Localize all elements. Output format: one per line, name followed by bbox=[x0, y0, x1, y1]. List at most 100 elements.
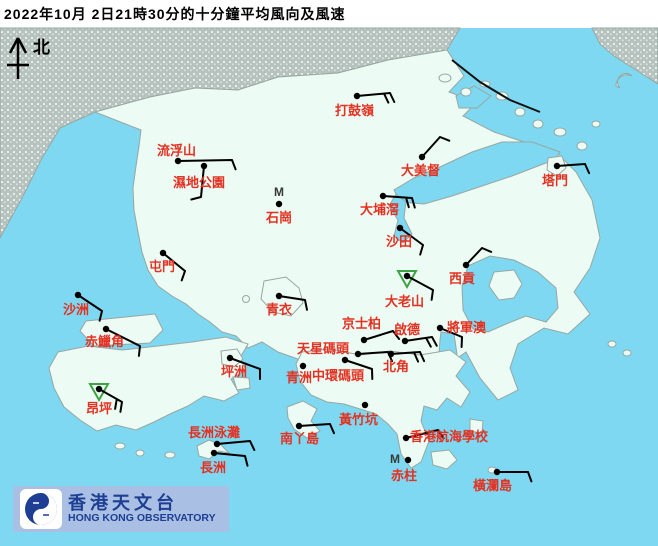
station-dot-stanley bbox=[404, 456, 412, 464]
station-green-island: 青洲 bbox=[286, 362, 312, 385]
station-dot-wetland-park bbox=[200, 162, 208, 170]
station-dot-waglan-island bbox=[493, 468, 501, 476]
station-tseung-kwan-o: 將軍澳 bbox=[436, 320, 487, 348]
station-dot-north-point bbox=[387, 350, 395, 358]
wind-barb-cheung-chau bbox=[213, 452, 249, 467]
station-label-waglan-island: 橫瀾島 bbox=[473, 478, 512, 493]
station-dot-ta-kwu-ling bbox=[353, 92, 361, 100]
station-label-wetland-park: 濕地公園 bbox=[173, 175, 225, 190]
station-cheung-chau-beach: 長洲泳灘 bbox=[188, 425, 256, 451]
station-label-tates-cairn: 大老山 bbox=[385, 294, 424, 309]
station-dot-lau-fau-shan bbox=[174, 157, 182, 165]
station-label-kai-tak: 啟德 bbox=[394, 322, 420, 337]
wind-barb-ngong-ping bbox=[98, 388, 123, 413]
station-peng-chau: 坪洲 bbox=[221, 354, 261, 380]
station-label-kings-park: 京士柏 bbox=[342, 316, 381, 331]
station-label-central-pier: 中環碼頭 bbox=[312, 368, 365, 383]
wind-barb-cheung-chau-beach bbox=[216, 440, 256, 451]
station-tai-po-kau: 大埔滘 bbox=[360, 192, 416, 217]
wind-barb-ta-kwu-ling bbox=[356, 92, 396, 104]
wind-barb-tseung-kwan-o bbox=[439, 327, 463, 348]
station-dot-wong-chuk-hang bbox=[361, 401, 369, 409]
kau-sai-chau-island bbox=[488, 269, 523, 301]
station-label-star-ferry: 天星碼頭 bbox=[297, 341, 350, 356]
wind-barb-peng-chau bbox=[229, 357, 261, 380]
wind-barb-sha-tin bbox=[399, 227, 424, 256]
hko-name-english: HONG KONG OBSERVATORY bbox=[68, 511, 216, 524]
lantau-island bbox=[48, 336, 249, 432]
wind-barb-lamma-island bbox=[298, 423, 335, 435]
hko-logo-icon bbox=[25, 493, 57, 525]
frontier-boundary-line bbox=[451, 59, 541, 113]
mirs-bay-islets bbox=[438, 73, 601, 151]
station-dot-shek-kong bbox=[275, 200, 283, 208]
wind-barb-kai-tak bbox=[404, 336, 438, 348]
wind-barb-central-pier bbox=[344, 359, 374, 380]
station-ngong-ping: 昂坪 bbox=[86, 383, 123, 416]
tung-lung-island bbox=[469, 418, 484, 434]
station-label-hk-sea-school: 香港航海學校 bbox=[409, 429, 489, 444]
wind-barb-waglan-island bbox=[496, 471, 533, 483]
station-hk-sea-school: 香港航海學校 bbox=[402, 429, 489, 444]
tung-ping-chau-island bbox=[615, 73, 633, 89]
station-dot-lamma-island bbox=[295, 422, 303, 430]
station-tsing-yi: 青衣 bbox=[266, 292, 308, 317]
wind-barb-wetland-park bbox=[190, 165, 205, 201]
station-lamma-island: 南丫島 bbox=[280, 422, 335, 446]
station-dot-sha-chau bbox=[74, 291, 82, 299]
station-dot-cheung-chau-beach bbox=[213, 440, 221, 448]
station-label-lau-fau-shan: 流浮山 bbox=[157, 143, 196, 158]
station-cheung-chau: 長洲 bbox=[200, 449, 249, 475]
station-dot-hk-sea-school bbox=[402, 434, 410, 442]
station-stanley: M 赤柱 bbox=[390, 452, 417, 483]
station-dot-tuen-mun bbox=[159, 249, 167, 257]
station-label-ta-kwu-ling: 打鼓嶺 bbox=[335, 103, 374, 118]
po-toi-island bbox=[430, 449, 458, 470]
station-dot-central-pier bbox=[341, 356, 349, 364]
missing-data-marker-stanley: M bbox=[390, 452, 400, 466]
station-label-sai-kung: 西貢 bbox=[449, 271, 475, 286]
station-dot-kai-tak bbox=[401, 337, 409, 345]
station-label-green-island: 青洲 bbox=[286, 370, 312, 385]
station-shek-kong: M 石崗 bbox=[265, 185, 292, 225]
wind-barb-lau-fau-shan bbox=[177, 159, 237, 171]
station-dot-star-ferry bbox=[354, 350, 362, 358]
station-lau-fau-shan: 流浮山 bbox=[157, 143, 237, 171]
wind-barb-north-point bbox=[390, 351, 426, 363]
station-label-shek-kong: 石崗 bbox=[265, 210, 292, 225]
wind-barb-tsing-yi bbox=[278, 295, 308, 311]
station-label-tap-mun: 塔門 bbox=[542, 173, 568, 188]
station-label-cheung-chau-beach: 長洲泳灘 bbox=[188, 425, 240, 440]
station-dot-tates-cairn bbox=[403, 272, 411, 280]
station-sha-chau: 沙洲 bbox=[63, 291, 103, 322]
station-wong-chuk-hang: 黃竹坑 bbox=[338, 401, 378, 427]
station-dot-kings-park bbox=[360, 336, 368, 344]
cheung-chau-island bbox=[196, 439, 231, 460]
station-north-point: 北角 bbox=[383, 350, 426, 374]
hko-name-chinese: 香港天文台 bbox=[68, 493, 178, 514]
north-label: 北 bbox=[33, 38, 50, 57]
hko-banner: 香港天文台 HONG KONG OBSERVATORY bbox=[13, 486, 229, 532]
station-tai-mei-tuk: 大美督 bbox=[401, 136, 451, 178]
ma-wan-island bbox=[242, 295, 250, 303]
station-dot-cheung-chau bbox=[210, 449, 218, 457]
station-tuen-mun: 屯門 bbox=[149, 249, 186, 282]
station-label-north-point: 北角 bbox=[383, 359, 409, 374]
station-dot-tai-po-kau bbox=[379, 192, 387, 200]
wind-barb-chek-lap-kok bbox=[105, 328, 141, 357]
wind-barb-kings-park bbox=[363, 330, 401, 341]
wind-barb-tuen-mun bbox=[162, 252, 186, 282]
airport-island bbox=[79, 313, 164, 347]
station-label-peng-chau: 坪洲 bbox=[221, 364, 247, 379]
station-label-tseung-kwan-o: 將軍澳 bbox=[447, 320, 487, 335]
station-sha-tin: 沙田 bbox=[386, 224, 424, 256]
wind-barb-sai-kung bbox=[465, 247, 493, 266]
station-sai-kung: 西貢 bbox=[449, 247, 493, 286]
station-tates-cairn: 大老山 bbox=[385, 270, 434, 309]
station-tap-mun: 塔門 bbox=[542, 162, 591, 188]
sha-tin-inlet bbox=[388, 193, 413, 244]
station-label-stanley: 赤柱 bbox=[391, 468, 417, 483]
